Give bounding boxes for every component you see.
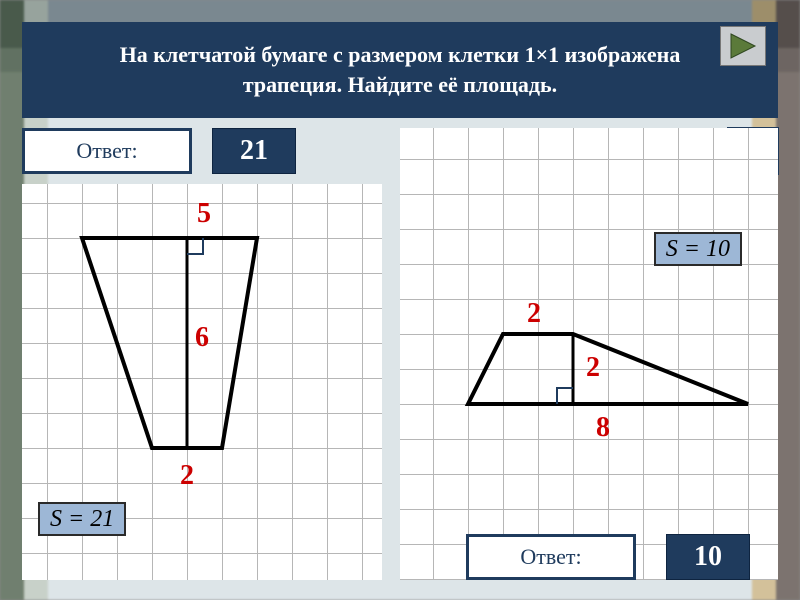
problem-title-banner: На клетчатой бумаге с размером клетки 1×… <box>22 22 778 118</box>
right-dim-top: 2 <box>527 298 541 330</box>
play-arrow-icon <box>727 32 759 60</box>
slide-frame: На клетчатой бумаге с размером клетки 1×… <box>22 22 778 582</box>
right-grid-panel: S = 10 2 2 8 <box>400 128 778 580</box>
left-formula: S = 21 <box>50 507 114 531</box>
left-answer-value: 21 <box>240 135 268 167</box>
problem-title: На клетчатой бумаге с размером клетки 1×… <box>82 40 718 99</box>
right-answer-value-box[interactable]: 10 <box>666 534 750 580</box>
right-formula-box: S = 10 <box>654 232 742 266</box>
right-dim-height: 2 <box>586 352 600 384</box>
right-dim-bottom: 8 <box>596 412 610 444</box>
right-answer-label: Ответ: <box>520 544 581 570</box>
left-answer-value-box[interactable]: 21 <box>212 128 296 174</box>
right-answer-label-box: Ответ: <box>466 534 636 580</box>
left-dim-bottom: 2 <box>180 460 194 492</box>
right-answer-value: 10 <box>694 541 722 573</box>
left-answer-label: Ответ: <box>76 138 137 164</box>
left-grid-panel: 5 6 2 S = 21 <box>22 184 382 580</box>
left-answer-label-box: Ответ: <box>22 128 192 174</box>
left-dim-height: 6 <box>195 322 209 354</box>
right-formula: S = 10 <box>666 237 730 261</box>
left-dim-top: 5 <box>197 198 211 230</box>
next-slide-button[interactable] <box>720 26 766 66</box>
left-formula-box: S = 21 <box>38 502 126 536</box>
